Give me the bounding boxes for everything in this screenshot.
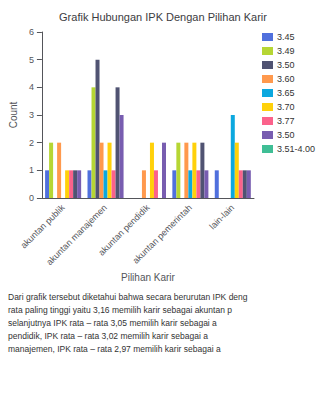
svg-text:Count: Count <box>8 101 19 128</box>
svg-text:lain-lain: lain-lain <box>207 202 236 231</box>
svg-text:rata paling tinggi yaitu 3,16: rata paling tinggi yaitu 3,16 memilih ka… <box>8 305 232 315</box>
svg-text:4: 4 <box>29 82 34 92</box>
svg-text:selanjutnya IPK rata – rata 3,: selanjutnya IPK rata – rata 3,05 memilih… <box>8 318 217 328</box>
svg-text:1: 1 <box>29 165 34 175</box>
svg-text:pendidik, IPK rata – rata 3,02: pendidik, IPK rata – rata 3,02 memilih k… <box>8 331 208 341</box>
svg-text:3.45: 3.45 <box>277 32 295 42</box>
svg-text:3.50: 3.50 <box>277 60 295 70</box>
svg-text:akuntan pemerintah: akuntan pemerintah <box>131 202 194 265</box>
svg-text:3.70: 3.70 <box>277 102 295 112</box>
svg-text:manajemen, IPK rata – rata 2,9: manajemen, IPK rata – rata 2,97 memilih … <box>8 344 221 354</box>
svg-text:akuntan pendidik: akuntan pendidik <box>96 202 152 258</box>
svg-text:3.77: 3.77 <box>277 116 295 126</box>
svg-text:3.60: 3.60 <box>277 74 295 84</box>
svg-text:Pilihan Karir: Pilihan Karir <box>121 272 176 283</box>
svg-text:5: 5 <box>29 55 34 65</box>
svg-text:3.51-4.00: 3.51-4.00 <box>277 144 315 154</box>
svg-text:Grafik Hubungan IPK Dengan Pil: Grafik Hubungan IPK Dengan Pilihan Karir <box>59 11 267 23</box>
svg-text:3.49: 3.49 <box>277 46 295 56</box>
svg-text:akuntan manajemen: akuntan manajemen <box>44 202 109 267</box>
svg-text:akuntan publik: akuntan publik <box>19 202 67 250</box>
svg-text:3.65: 3.65 <box>277 88 295 98</box>
svg-text:6: 6 <box>29 27 34 37</box>
svg-text:3.50: 3.50 <box>277 130 295 140</box>
svg-text:Dari grafik tersebut diketahui: Dari grafik tersebut diketahui bahwa sec… <box>8 292 248 302</box>
svg-text:3: 3 <box>29 110 34 120</box>
svg-text:0: 0 <box>29 193 34 203</box>
svg-text:2: 2 <box>29 138 34 148</box>
